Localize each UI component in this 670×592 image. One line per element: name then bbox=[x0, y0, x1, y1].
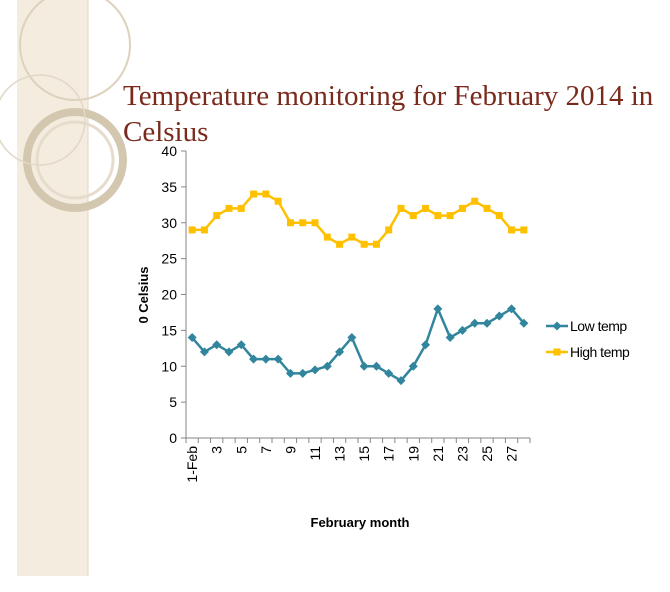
x-tick-label: 11 bbox=[307, 446, 323, 461]
point bbox=[298, 369, 307, 378]
y-tick-label: 10 bbox=[161, 358, 177, 374]
point bbox=[447, 212, 454, 219]
point bbox=[433, 304, 442, 313]
x-tick-label: 13 bbox=[332, 446, 348, 462]
x-tick-label: 25 bbox=[479, 446, 495, 462]
x-tick-label: 27 bbox=[504, 446, 520, 462]
point bbox=[311, 365, 320, 374]
slide: 05101520253035401-Feb3579111315171921232… bbox=[0, 0, 670, 592]
x-tick-label: 17 bbox=[381, 446, 397, 462]
point bbox=[410, 212, 417, 219]
point bbox=[324, 234, 331, 241]
point bbox=[348, 234, 355, 241]
x-tick-label: 9 bbox=[282, 446, 298, 454]
y-tick-label: 0 bbox=[169, 430, 177, 446]
point bbox=[422, 205, 429, 212]
y-tick-label: 30 bbox=[161, 215, 177, 231]
point bbox=[361, 241, 368, 248]
point bbox=[484, 205, 491, 212]
legend-label: Low temp bbox=[570, 318, 627, 334]
point bbox=[275, 198, 282, 205]
point bbox=[496, 212, 503, 219]
point bbox=[189, 226, 196, 233]
x-tick-label: 3 bbox=[209, 446, 225, 454]
point bbox=[261, 355, 270, 364]
x-axis-label: February month bbox=[311, 515, 410, 530]
point bbox=[201, 226, 208, 233]
point bbox=[262, 191, 269, 198]
point bbox=[520, 226, 527, 233]
y-tick-label: 35 bbox=[161, 179, 177, 195]
point bbox=[434, 212, 441, 219]
point bbox=[312, 219, 319, 226]
y-tick-label: 5 bbox=[169, 394, 177, 410]
y-tick-label: 15 bbox=[161, 322, 177, 338]
decor-strip bbox=[17, 0, 88, 576]
x-tick-label: 19 bbox=[405, 446, 421, 462]
y-tick-label: 20 bbox=[161, 287, 177, 303]
x-tick-label: 21 bbox=[430, 446, 446, 462]
legend-label: High temp bbox=[570, 344, 630, 360]
x-tick-label: 23 bbox=[454, 446, 470, 462]
y-axis-label: 0 Celsius bbox=[136, 266, 151, 323]
x-tick-label: 15 bbox=[356, 446, 372, 462]
point bbox=[508, 226, 515, 233]
point bbox=[226, 205, 233, 212]
point bbox=[459, 205, 466, 212]
point bbox=[299, 219, 306, 226]
point bbox=[250, 191, 257, 198]
point bbox=[360, 362, 369, 371]
point bbox=[471, 198, 478, 205]
point bbox=[213, 212, 220, 219]
point bbox=[373, 241, 380, 248]
point bbox=[398, 205, 405, 212]
x-tick-label: 7 bbox=[258, 446, 274, 454]
x-tick-label: 1-Feb bbox=[184, 446, 200, 483]
chart-title: Temperature monitoring for February 2014… bbox=[123, 78, 663, 150]
point bbox=[287, 219, 294, 226]
point bbox=[238, 205, 245, 212]
legend-marker bbox=[554, 349, 561, 356]
legend-marker bbox=[553, 322, 562, 331]
point bbox=[336, 241, 343, 248]
point bbox=[385, 226, 392, 233]
x-tick-label: 5 bbox=[233, 446, 249, 454]
y-tick-label: 25 bbox=[161, 251, 177, 267]
